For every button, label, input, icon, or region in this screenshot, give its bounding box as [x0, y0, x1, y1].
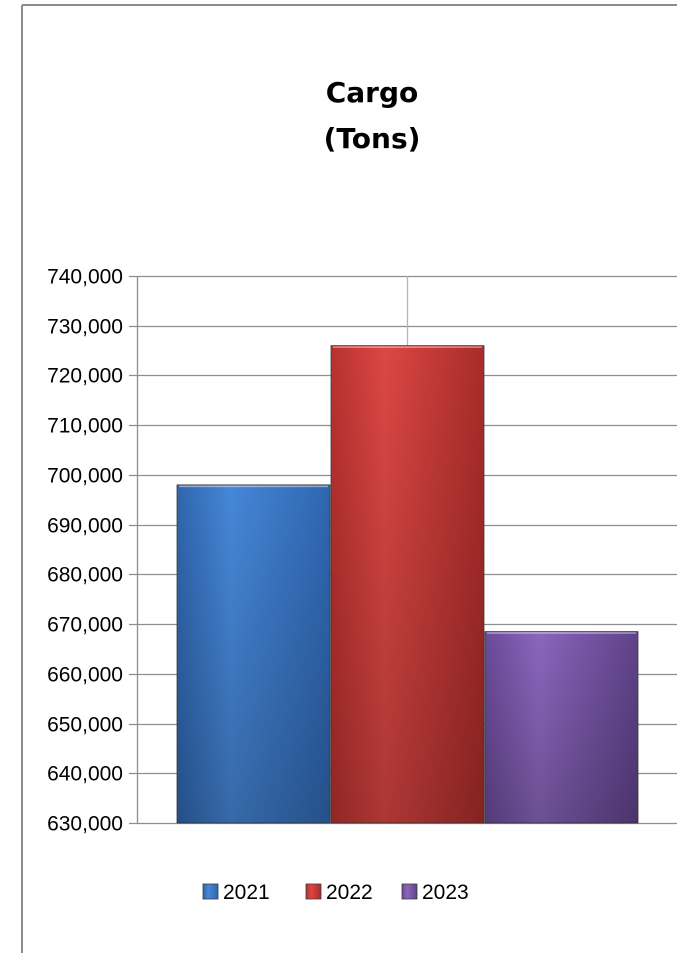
legend-swatch — [305, 883, 322, 900]
y-tick-label: 630,000 — [47, 813, 123, 836]
bar-shading — [485, 631, 638, 823]
legend-swatch — [202, 883, 219, 900]
legend-label: 2022 — [326, 881, 373, 904]
y-tick-label: 690,000 — [47, 515, 123, 538]
legend-label: 2021 — [223, 881, 270, 904]
y-tick-label: 740,000 — [47, 266, 123, 289]
y-tick-label: 660,000 — [47, 664, 123, 687]
bar-2022 — [330, 345, 485, 824]
legend: 2021 2022 2023 — [202, 881, 469, 904]
bar-2023 — [484, 631, 639, 824]
y-tick-label: 730,000 — [47, 316, 123, 339]
legend-item-2022: 2022 — [305, 881, 373, 904]
y-tick-label: 680,000 — [47, 564, 123, 587]
legend-item-2021: 2021 — [202, 881, 270, 904]
legend-swatch — [401, 883, 418, 900]
y-tick-label: 640,000 — [47, 763, 123, 786]
y-axis: 630,000 640,000 650,000 660,000 670,000 680,0… — [47, 266, 139, 836]
legend-item-2023: 2023 — [401, 881, 469, 904]
y-tick-label: 650,000 — [47, 714, 123, 737]
chart-subtitle: (Tons) — [324, 122, 421, 155]
y-tick-label: 720,000 — [47, 365, 123, 388]
y-tick-label: 670,000 — [47, 614, 123, 637]
bar-shading — [331, 345, 484, 823]
y-tick-label: 710,000 — [47, 415, 123, 438]
y-tick-label: 700,000 — [47, 465, 123, 488]
bars — [176, 345, 639, 824]
bar-2021 — [176, 484, 331, 824]
legend-label: 2023 — [422, 881, 469, 904]
bar-shading — [177, 484, 330, 823]
chart-title: Cargo — [326, 76, 419, 109]
